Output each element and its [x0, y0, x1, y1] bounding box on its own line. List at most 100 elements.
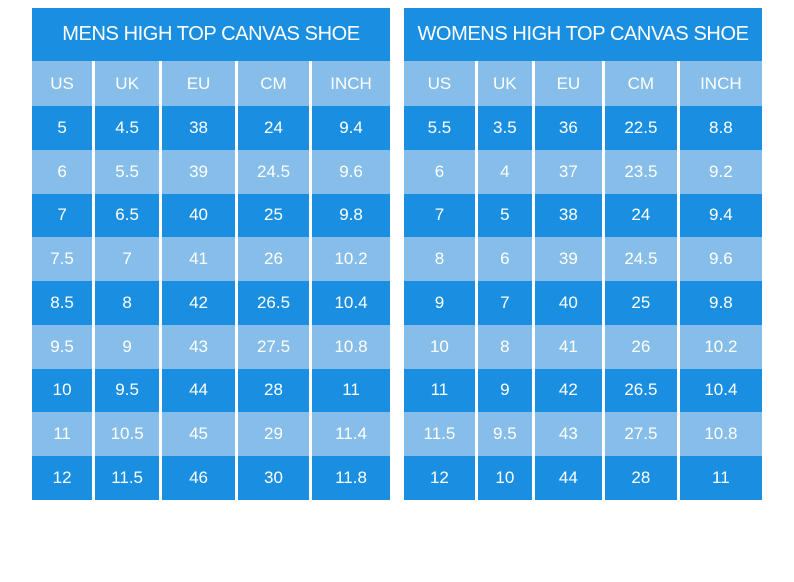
size-cell: 10.8 — [309, 324, 390, 369]
size-cell: 7 — [474, 281, 532, 325]
size-cell: 11 — [309, 368, 390, 413]
size-cell: 9 — [474, 368, 532, 413]
size-cell: 42 — [531, 368, 602, 413]
table-row: 5 4.5 38 24 9.4 — [32, 106, 390, 150]
size-cell: 10.5 — [92, 412, 159, 457]
column-header-inch: INCH — [676, 61, 762, 106]
size-cell: 11.5 — [423, 424, 456, 444]
size-cell: 9.6 — [309, 149, 390, 194]
size-cell: 7.5 — [50, 249, 74, 269]
size-cell: 11.5 — [92, 456, 159, 500]
size-cell: 9.5 — [474, 412, 532, 457]
size-cell: 28 — [601, 456, 677, 500]
size-cell: 40 — [159, 193, 235, 238]
womens-header-row: US UK EU CM INCH — [404, 61, 762, 106]
size-cell: 45 — [159, 412, 235, 457]
mens-size-table: MENS HIGH TOP CANVAS SHOE US UK EU CM IN… — [32, 8, 390, 500]
size-cell: 24.5 — [601, 237, 677, 282]
womens-table-title: WOMENS HIGH TOP CANVAS SHOE — [404, 8, 762, 61]
table-row: 7.5 7 41 26 10.2 — [32, 237, 390, 282]
table-row: 7 6.5 40 25 9.8 — [32, 193, 390, 238]
size-cell: 10.8 — [676, 412, 762, 457]
size-cell: 6 — [57, 161, 67, 181]
size-cell: 9 — [92, 324, 159, 369]
size-cell: 29 — [234, 412, 309, 457]
size-cell: 4 — [474, 149, 532, 194]
column-header-us: US — [427, 73, 452, 93]
mens-header-row: US UK EU CM INCH — [32, 61, 390, 106]
womens-size-table: WOMENS HIGH TOP CANVAS SHOE US UK EU CM … — [404, 8, 762, 500]
size-cell: 27.5 — [601, 412, 677, 457]
size-cell: 6 — [474, 237, 532, 282]
size-cell: 23.5 — [601, 149, 677, 194]
size-cell: 24.5 — [234, 149, 309, 194]
size-cell: 30 — [234, 456, 309, 500]
size-cell: 9.8 — [309, 193, 390, 238]
size-cell: 3.5 — [474, 106, 532, 150]
table-row: 11.5 9.5 43 27.5 10.8 — [404, 412, 762, 457]
size-cell: 43 — [531, 412, 602, 457]
size-cell: 8 — [434, 249, 445, 269]
table-row: 10 8 41 26 10.2 — [404, 324, 762, 369]
table-row: 9.5 9 43 27.5 10.8 — [32, 324, 390, 369]
size-cell: 5.5 — [427, 117, 452, 137]
table-row: 5.5 3.5 36 22.5 8.8 — [404, 106, 762, 150]
size-cell: 9.4 — [309, 106, 390, 150]
size-cell: 9.2 — [676, 149, 762, 194]
table-row: 9 7 40 25 9.8 — [404, 281, 762, 325]
size-cell: 24 — [234, 106, 309, 150]
size-cell: 5.5 — [92, 149, 159, 194]
size-cell: 41 — [159, 237, 235, 282]
size-cell: 37 — [531, 149, 602, 194]
size-cell: 11 — [53, 424, 71, 444]
size-cell: 22.5 — [601, 106, 677, 150]
size-cell: 42 — [159, 281, 235, 325]
size-cell: 46 — [159, 456, 235, 500]
column-header-eu: EU — [531, 61, 602, 106]
column-header-us: US — [50, 73, 74, 93]
size-cell: 11 — [430, 380, 449, 400]
size-cell: 5 — [474, 193, 532, 238]
column-header-uk: UK — [474, 61, 532, 106]
column-header-uk: UK — [92, 61, 159, 106]
size-cell: 8.8 — [676, 106, 762, 150]
size-chart-page: MENS HIGH TOP CANVAS SHOE US UK EU CM IN… — [32, 8, 762, 500]
size-cell: 24 — [601, 193, 677, 238]
size-cell: 25 — [601, 281, 677, 325]
size-cell: 10.2 — [676, 324, 762, 369]
size-cell: 10.2 — [309, 237, 390, 282]
size-cell: 11.4 — [309, 412, 390, 457]
size-cell: 5 — [57, 117, 67, 137]
size-cell: 44 — [159, 368, 235, 413]
size-cell: 39 — [159, 149, 235, 194]
table-row: 12 11.5 46 30 11.8 — [32, 456, 390, 500]
size-cell: 9.5 — [50, 336, 74, 356]
size-cell: 9 — [434, 292, 445, 312]
size-cell: 6 — [434, 161, 445, 181]
size-cell: 25 — [234, 193, 309, 238]
size-cell: 7 — [434, 205, 445, 225]
size-cell: 7 — [57, 205, 67, 225]
size-cell: 26 — [234, 237, 309, 282]
table-row: 8 6 39 24.5 9.6 — [404, 237, 762, 282]
table-row: 6 5.5 39 24.5 9.6 — [32, 149, 390, 194]
size-cell: 36 — [531, 106, 602, 150]
column-header-cm: CM — [234, 61, 309, 106]
table-row: 6 4 37 23.5 9.2 — [404, 149, 762, 194]
size-cell: 12 — [429, 468, 449, 487]
size-cell: 8.5 — [50, 292, 74, 312]
mens-table-title: MENS HIGH TOP CANVAS SHOE — [32, 8, 390, 61]
size-cell: 10.4 — [309, 281, 390, 325]
table-row: 10 9.5 44 28 11 — [32, 368, 390, 413]
size-cell: 9.8 — [676, 281, 762, 325]
size-cell: 10 — [429, 336, 449, 356]
size-cell: 6.5 — [92, 193, 159, 238]
size-cell: 7 — [92, 237, 159, 282]
size-cell: 9.5 — [92, 368, 159, 413]
size-cell: 9.4 — [676, 193, 762, 238]
size-cell: 8 — [92, 281, 159, 325]
table-row: 7 5 38 24 9.4 — [404, 193, 762, 238]
size-cell: 27.5 — [234, 324, 309, 369]
size-cell: 40 — [531, 281, 602, 325]
table-row: 11 9 42 26.5 10.4 — [404, 368, 762, 413]
